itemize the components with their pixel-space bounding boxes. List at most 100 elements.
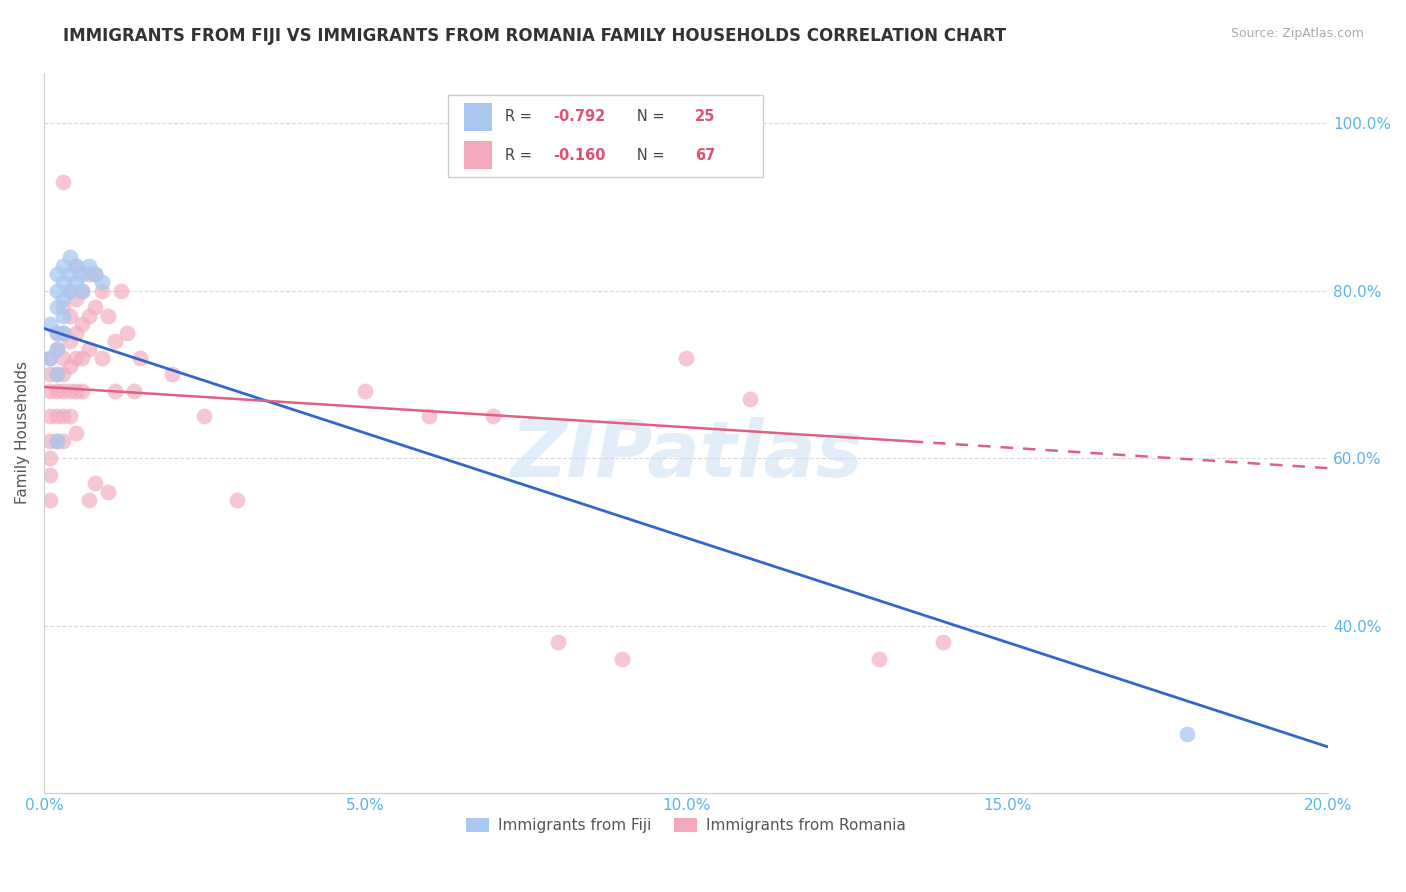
Point — [354, 384, 377, 398]
Point — [65, 384, 87, 398]
FancyBboxPatch shape — [449, 95, 763, 178]
Point — [45, 343, 67, 357]
Point — [110, 284, 132, 298]
Point — [65, 259, 87, 273]
Text: N =: N = — [623, 147, 669, 162]
Point — [103, 334, 125, 348]
Point — [193, 409, 215, 424]
Point — [675, 351, 697, 365]
Point — [58, 284, 80, 298]
Point — [52, 309, 75, 323]
Point — [129, 351, 152, 365]
Point — [58, 409, 80, 424]
Point — [52, 384, 75, 398]
Point — [58, 284, 80, 298]
Point — [868, 652, 890, 666]
Point — [72, 284, 94, 298]
Point — [77, 309, 100, 323]
Text: IMMIGRANTS FROM FIJI VS IMMIGRANTS FROM ROMANIA FAMILY HOUSEHOLDS CORRELATION CH: IMMIGRANTS FROM FIJI VS IMMIGRANTS FROM … — [63, 27, 1007, 45]
Point — [65, 275, 87, 289]
Point — [72, 384, 94, 398]
Point — [117, 326, 139, 340]
Point — [45, 434, 67, 449]
Text: ZIPatlas: ZIPatlas — [510, 417, 862, 492]
Bar — [464, 103, 492, 130]
Text: R =: R = — [505, 147, 537, 162]
Point — [77, 267, 100, 281]
Point — [482, 409, 505, 424]
Bar — [464, 141, 492, 169]
Point — [52, 351, 75, 365]
Point — [58, 267, 80, 281]
Point — [97, 484, 120, 499]
Point — [740, 392, 762, 407]
Point — [39, 467, 62, 482]
Point — [39, 451, 62, 466]
Point — [39, 368, 62, 382]
Point — [77, 259, 100, 273]
Point — [103, 384, 125, 398]
Point — [58, 384, 80, 398]
Point — [1175, 727, 1198, 741]
Point — [932, 635, 955, 649]
Point — [45, 368, 67, 382]
Point — [39, 351, 62, 365]
Point — [45, 384, 67, 398]
Point — [58, 334, 80, 348]
Point — [45, 267, 67, 281]
Point — [547, 635, 569, 649]
Point — [45, 409, 67, 424]
Point — [52, 326, 75, 340]
Text: 67: 67 — [695, 147, 716, 162]
Point — [52, 326, 75, 340]
Point — [610, 652, 633, 666]
Point — [52, 368, 75, 382]
Point — [65, 292, 87, 306]
Text: N =: N = — [623, 110, 669, 124]
Point — [72, 284, 94, 298]
Y-axis label: Family Households: Family Households — [15, 361, 30, 505]
Point — [39, 351, 62, 365]
Point — [65, 326, 87, 340]
Point — [52, 259, 75, 273]
Point — [84, 476, 107, 491]
Point — [65, 425, 87, 440]
Point — [418, 409, 440, 424]
Point — [52, 434, 75, 449]
Point — [77, 343, 100, 357]
Text: -0.160: -0.160 — [554, 147, 606, 162]
Point — [97, 309, 120, 323]
Point — [90, 351, 112, 365]
Point — [52, 275, 75, 289]
Point — [162, 368, 184, 382]
Point — [84, 267, 107, 281]
Point — [65, 351, 87, 365]
Point — [225, 492, 247, 507]
Point — [84, 301, 107, 315]
Point — [90, 284, 112, 298]
Point — [52, 175, 75, 189]
Point — [52, 409, 75, 424]
Point — [45, 343, 67, 357]
Point — [39, 384, 62, 398]
Point — [45, 326, 67, 340]
Point — [72, 317, 94, 331]
Point — [39, 317, 62, 331]
Point — [65, 259, 87, 273]
Point — [84, 267, 107, 281]
Text: Source: ZipAtlas.com: Source: ZipAtlas.com — [1230, 27, 1364, 40]
Point — [45, 326, 67, 340]
Text: -0.792: -0.792 — [554, 110, 606, 124]
Legend: Immigrants from Fiji, Immigrants from Romania: Immigrants from Fiji, Immigrants from Ro… — [460, 812, 912, 839]
Point — [39, 492, 62, 507]
Point — [45, 434, 67, 449]
Point — [72, 351, 94, 365]
Point — [39, 434, 62, 449]
Point — [122, 384, 145, 398]
Point — [72, 267, 94, 281]
Text: 25: 25 — [695, 110, 716, 124]
Point — [58, 250, 80, 264]
Point — [45, 301, 67, 315]
Point — [45, 284, 67, 298]
Point — [52, 301, 75, 315]
